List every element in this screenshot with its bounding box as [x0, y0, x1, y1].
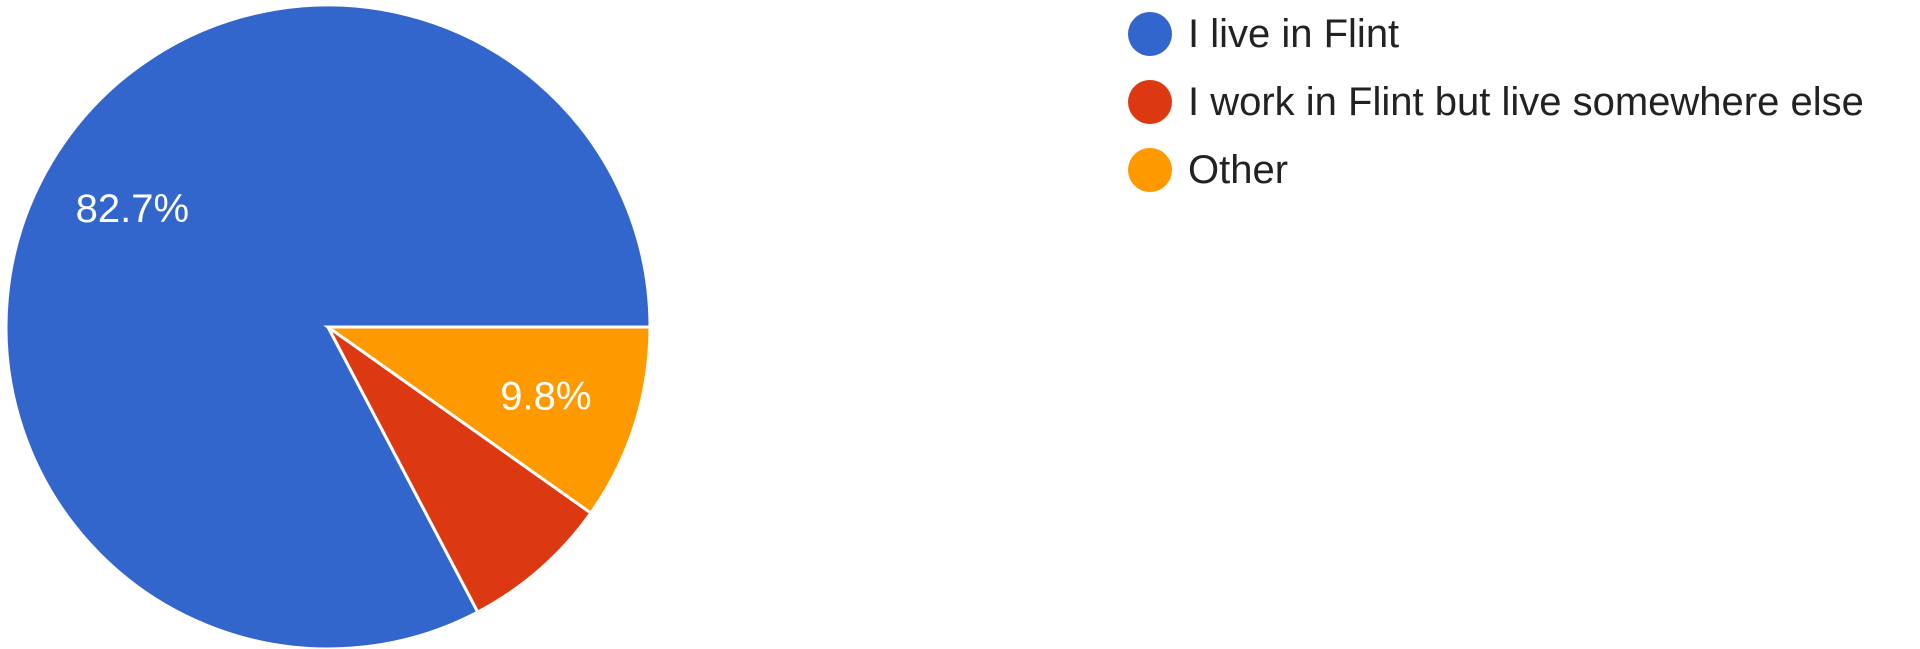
legend-label: I work in Flint but live somewhere else: [1188, 79, 1864, 124]
legend-item-i-live-in-flint[interactable]: I live in Flint: [1128, 0, 1864, 68]
pie-slice-1[interactable]: [326, 325, 593, 615]
legend-label: Other: [1188, 147, 1289, 192]
pie-slice-2[interactable]: [323, 325, 652, 516]
legend-item-work-in-flint[interactable]: I work in Flint but live somewhere else: [1128, 68, 1864, 136]
legend-item-other[interactable]: Other: [1128, 136, 1864, 204]
pie-slices: [4, 3, 652, 649]
chart-legend: I live in Flint I work in Flint but live…: [1128, 0, 1864, 204]
legend-label: I live in Flint: [1188, 11, 1400, 56]
pie-slice-value-label: 9.8%: [500, 374, 591, 418]
pie-slice-labels: 82.7% 9.8%: [76, 187, 592, 419]
pie-chart: 82.7% 9.8%: [4, 3, 652, 649]
legend-swatch-icon: [1128, 148, 1172, 192]
pie-slice-value-label: 82.7%: [76, 187, 189, 231]
legend-swatch-icon: [1128, 12, 1172, 56]
legend-swatch-icon: [1128, 80, 1172, 124]
